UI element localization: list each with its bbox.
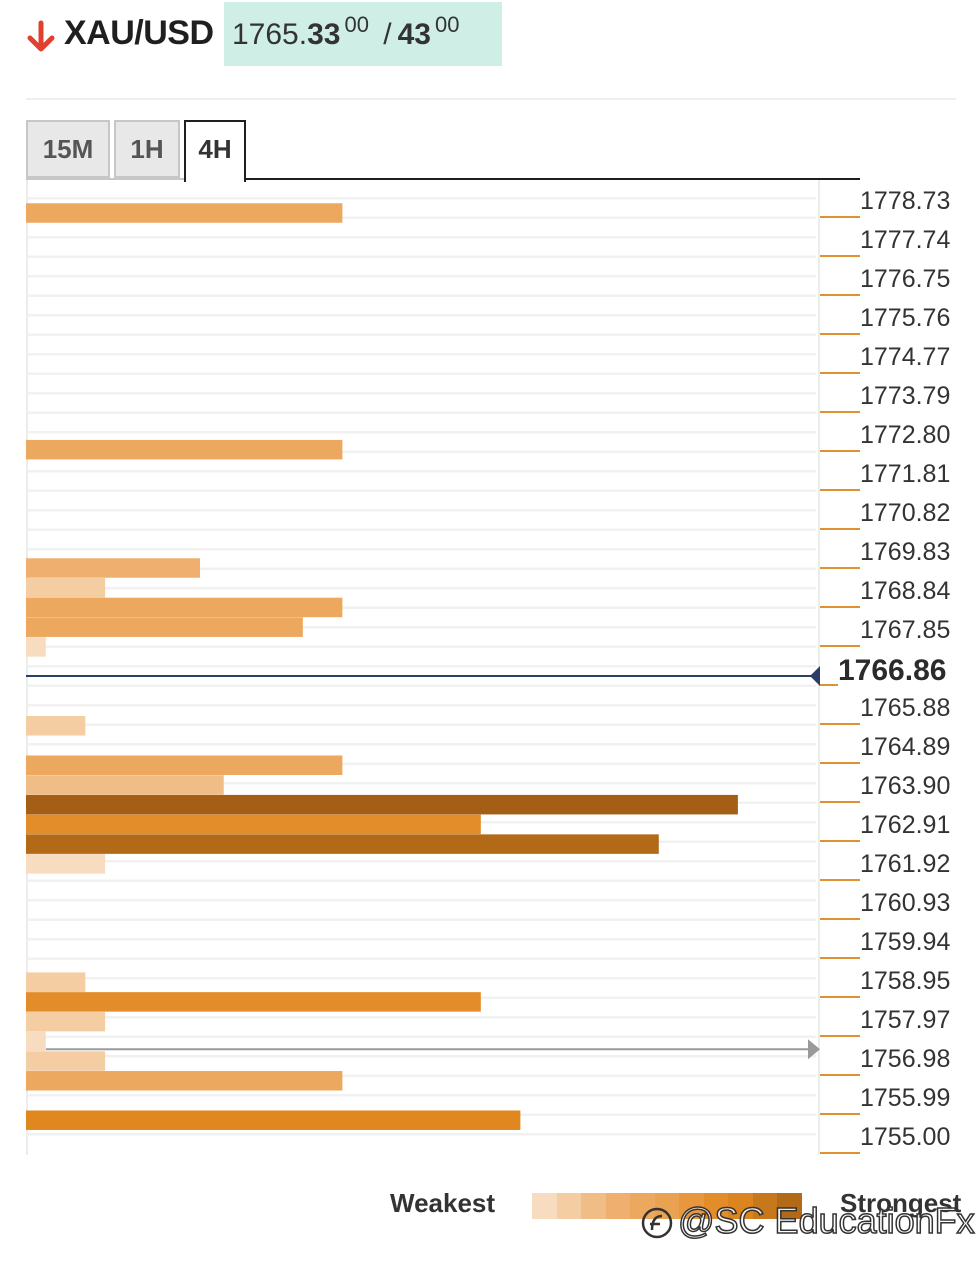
bid-quote: 1765.33 00 /43 00 — [232, 12, 459, 52]
level-label: 1769.83 — [860, 538, 951, 566]
level-label: 1765.88 — [860, 694, 951, 722]
level-label: 1762.91 — [860, 811, 951, 839]
level-tick — [820, 528, 860, 530]
level-tick — [820, 450, 860, 452]
legend-swatch — [728, 1193, 753, 1219]
level-label: 1777.74 — [860, 226, 951, 254]
legend-swatch — [532, 1193, 557, 1219]
level-label: 1776.75 — [860, 265, 951, 293]
level-label: 1756.98 — [860, 1045, 951, 1073]
ask-main: 43 — [397, 18, 431, 51]
level-tick — [820, 918, 860, 920]
level-label: 1758.95 — [860, 967, 951, 995]
tab-4h[interactable]: 4H — [184, 120, 246, 182]
price-quote: 1765.33 00 /43 00 — [224, 2, 502, 66]
level-tick — [820, 996, 860, 998]
level-tick — [820, 723, 860, 725]
level-label: 1778.73 — [860, 187, 951, 215]
level-label: 1759.94 — [860, 928, 951, 956]
level-tick — [820, 645, 860, 647]
down-arrow-icon — [27, 20, 55, 52]
level-label: 1763.90 — [860, 772, 951, 800]
tab-baseline — [244, 178, 860, 180]
tab-baseline-left — [26, 178, 184, 180]
legend-swatch — [605, 1193, 630, 1219]
level-tick — [820, 606, 860, 608]
level-label: 1755.99 — [860, 1084, 951, 1112]
legend-swatch — [777, 1193, 802, 1219]
level-tick — [820, 1035, 860, 1037]
symbol-label: XAU/USD — [64, 14, 214, 52]
level-label: 1775.76 — [860, 304, 951, 332]
level-tick — [820, 333, 860, 335]
level-label: 1774.77 — [860, 343, 951, 371]
level-label: 1757.97 — [860, 1006, 951, 1034]
level-tick — [820, 216, 860, 218]
level-tick — [820, 489, 860, 491]
level-tick — [820, 1113, 860, 1115]
bid-prefix: 1765. — [232, 18, 308, 51]
level-tick — [820, 1152, 860, 1154]
level-tick — [820, 372, 860, 374]
level-label: 1767.85 — [860, 616, 951, 644]
level-tick — [820, 411, 860, 413]
level-label: 1764.89 — [860, 733, 951, 761]
legend-swatch — [679, 1193, 704, 1219]
legend-strongest-label: Strongest — [840, 1188, 962, 1218]
level-tick — [820, 879, 860, 881]
level-label: 1771.81 — [860, 460, 951, 488]
legend-swatch — [556, 1193, 581, 1219]
legend-swatch — [581, 1193, 606, 1219]
legend-swatch — [703, 1193, 728, 1219]
level-label: 1761.92 — [860, 850, 951, 878]
chart-area — [26, 180, 820, 1155]
level-label: 1772.80 — [860, 421, 951, 449]
level-tick — [820, 957, 860, 959]
legend-swatch — [630, 1193, 655, 1219]
watermark-text: @SC EducationFx — [677, 1199, 975, 1242]
level-tick — [820, 840, 860, 842]
quote-separator: / — [383, 18, 392, 51]
bid-main: 33 — [307, 18, 341, 51]
level-label: 1760.93 — [860, 889, 951, 917]
level-label: 1770.82 — [860, 499, 951, 527]
current-price-label: 1766.86 — [838, 654, 947, 687]
header-divider — [26, 98, 956, 100]
ask-sup: 00 — [435, 12, 460, 37]
level-label: 1755.00 — [860, 1123, 951, 1151]
legend-gradient — [532, 1193, 802, 1219]
bid-sup: 00 — [344, 12, 369, 37]
level-label: 1768.84 — [860, 577, 951, 605]
level-tick — [820, 1074, 860, 1076]
level-tick — [820, 255, 860, 257]
tab-1h[interactable]: 1H — [114, 120, 180, 178]
watermark-logo-icon — [641, 1207, 673, 1239]
level-tick — [820, 567, 860, 569]
legend-swatch — [752, 1193, 777, 1219]
legend-weakest-label: Weakest — [390, 1188, 496, 1218]
level-tick — [820, 294, 860, 296]
level-label: 1773.79 — [860, 382, 951, 410]
level-tick — [820, 801, 860, 803]
header: XAU/USD 1765.33 00 /43 00 — [0, 0, 976, 90]
tab-15m[interactable]: 15M — [26, 120, 110, 178]
level-tick — [820, 762, 860, 764]
level-tick — [820, 684, 838, 686]
